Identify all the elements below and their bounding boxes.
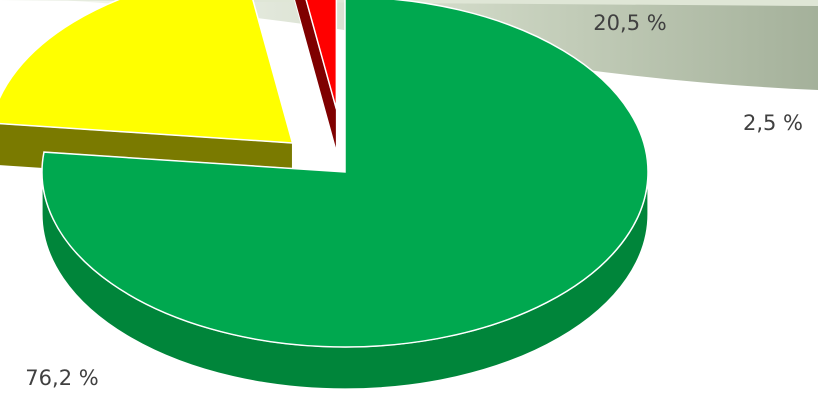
slice-label-2: 20,5 %	[593, 11, 666, 35]
pie-slice-3	[305, 0, 338, 110]
slice-label-3: 2,5 %	[743, 111, 803, 135]
pie-slice-wall-3-1	[294, 0, 337, 152]
pie-tops	[0, 0, 649, 348]
pie-slice-2	[0, 0, 294, 144]
pie-labels: 76,2 % 20,5 % 2,5 %	[25, 11, 803, 390]
pie-slice-1	[41, 0, 649, 348]
slice-label-1: 76,2 %	[25, 366, 98, 390]
